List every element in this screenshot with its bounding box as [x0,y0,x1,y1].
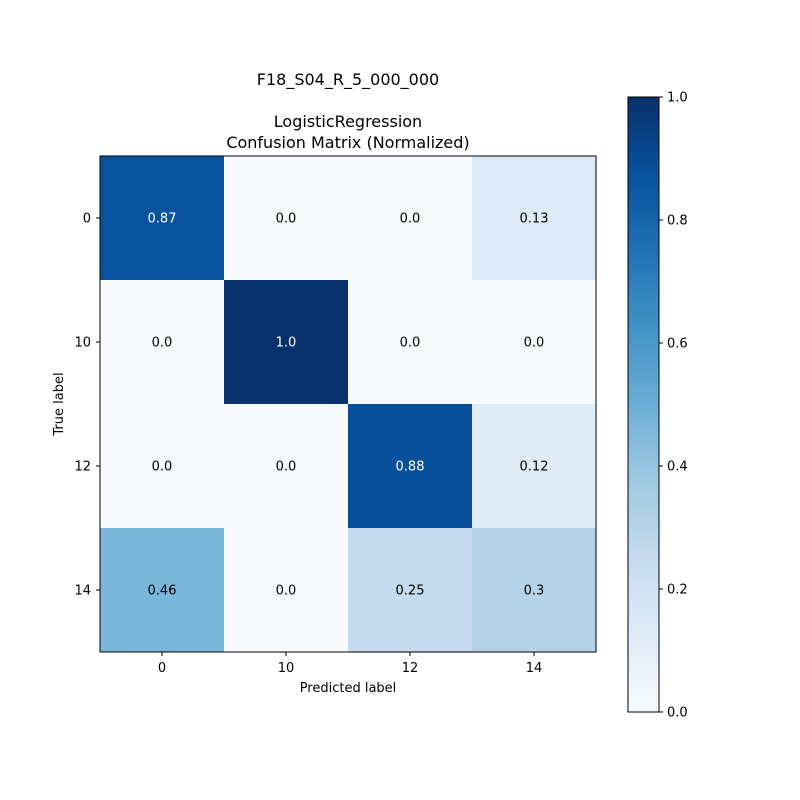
y-axis-label: True label [52,372,67,436]
cell-value-label-r0-c2: 0.0 [400,212,421,227]
cell-value-label-r3-c2: 0.25 [396,584,425,599]
cell-value-label-r1-c2: 0.0 [400,336,421,351]
heatmap-cells [100,156,596,652]
cell-value-label-r2-c3: 0.12 [520,460,549,475]
colorbar-tick-label-3: 0.6 [667,337,688,352]
heatmap-cell-r2-c3 [472,404,596,528]
heatmap-cell-r2-c0 [100,404,224,528]
x-tick-label-0: 0 [158,661,166,676]
x-axis-label: Predicted label [300,681,397,696]
colorbar-gradient [628,97,659,712]
y-tick-label-3: 14 [74,584,91,599]
cell-value-label-r3-c3: 0.3 [524,584,545,599]
colorbar-frame [627,96,660,713]
y-tick-label-0: 0 [83,212,91,227]
heatmap-cell-r1-c1 [224,280,348,404]
colorbar-tick-label-1: 0.2 [667,583,688,598]
chart-suptitle: F18_S04_R_5_000_000 [257,70,439,90]
colorbar-tick-label-2: 0.4 [667,460,688,475]
heatmap-cell-r0-c1 [224,156,348,280]
heatmap-cell-r1-c2 [348,280,472,404]
chart-title-line1: LogisticRegression [274,112,422,131]
cell-value-label-r0-c0: 0.87 [148,212,177,227]
cell-value-label-r3-c0: 0.46 [148,584,177,599]
cell-value-label-r2-c0: 0.0 [152,460,173,475]
heatmap-cell-r3-c3 [472,528,596,652]
cell-value-label-r0-c3: 0.13 [520,212,549,227]
cell-value-label-r1-c1: 1.0 [276,336,297,351]
x-tick-label-3: 14 [526,661,543,676]
heatmap-cell-r3-c0 [100,528,224,652]
heatmap-cell-r0-c3 [472,156,596,280]
cell-value-label-r0-c1: 0.0 [276,212,297,227]
cell-value-label-r2-c1: 0.0 [276,460,297,475]
heatmap-cell-r3-c1 [224,528,348,652]
colorbar-tick-label-0: 0.0 [667,706,688,721]
y-tick-label-1: 10 [74,336,91,351]
cell-value-label-r1-c3: 0.0 [524,336,545,351]
cell-value-label-r3-c1: 0.0 [276,584,297,599]
cell-value-label-r2-c2: 0.88 [396,460,425,475]
heatmap-cell-r0-c2 [348,156,472,280]
heatmap-cell-r2-c1 [224,404,348,528]
heatmap-cell-r2-c2 [348,404,472,528]
heatmap-cell-r1-c0 [100,280,224,404]
y-tick-label-2: 12 [74,460,91,475]
heatmap-cell-r0-c0 [100,156,224,280]
heatmap-cell-r1-c3 [472,280,596,404]
x-axis-ticks: 0 10 12 14 [158,652,542,676]
cell-value-label-r1-c0: 0.0 [152,336,173,351]
x-tick-label-1: 10 [278,661,295,676]
x-tick-label-2: 12 [402,661,419,676]
colorbar-tick-label-4: 0.8 [667,214,688,229]
chart-title-line2: Confusion Matrix (Normalized) [226,133,469,152]
heatmap-cell-r3-c2 [348,528,472,652]
heatmap-cell-labels: 0.87 0.0 0.0 0.13 0.0 1.0 0.0 0.0 0.0 0.0 0.88 0.12… [148,212,549,599]
y-axis-ticks: 0 10 12 14 [74,212,100,599]
colorbar-ticks: 0.0 0.2 0.4 0.6 0.8 1.0 [659,91,688,721]
heatmap-frame [99,155,597,653]
colorbar-tick-label-5: 1.0 [667,91,688,106]
